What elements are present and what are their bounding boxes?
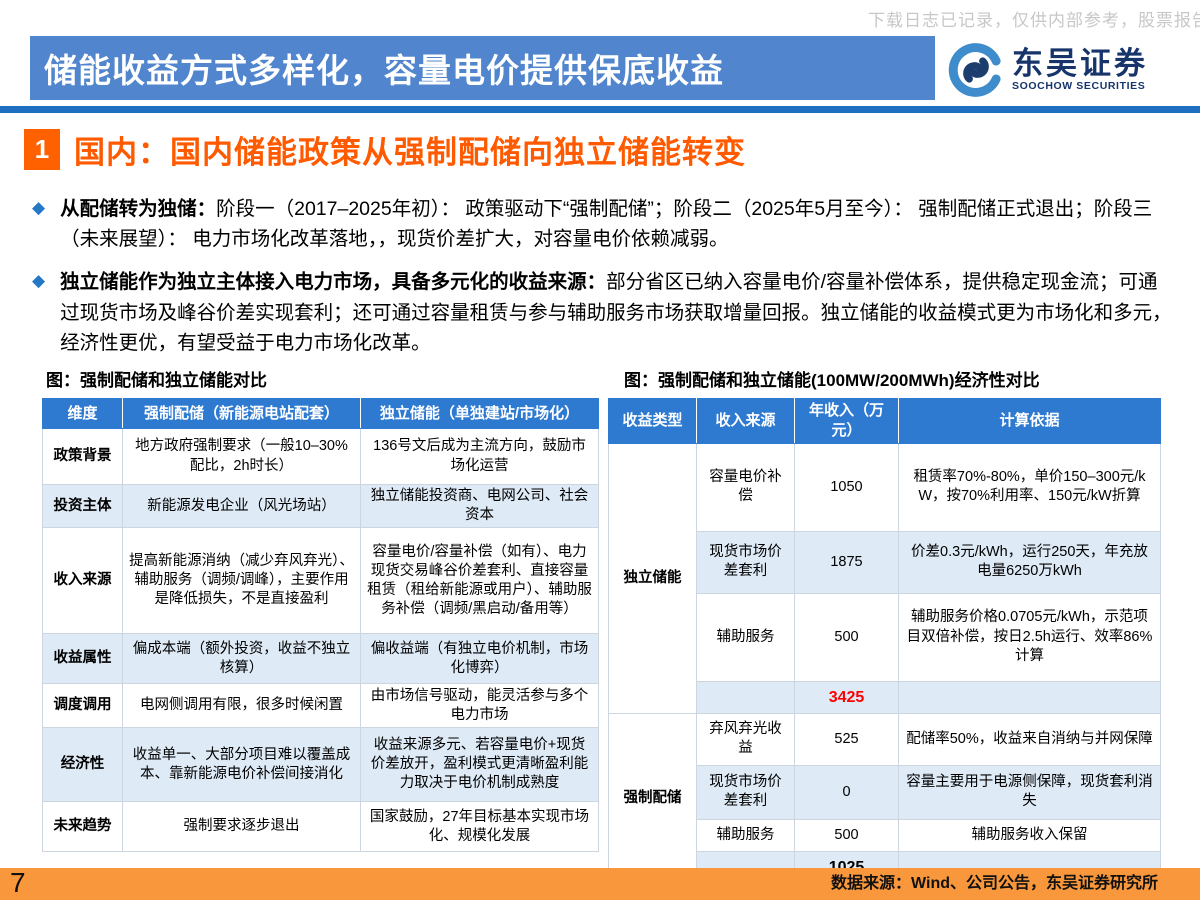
- empty-cell: [898, 680, 1161, 714]
- logo-text-block: 东吴证券 SOOCHOW SECURITIES: [1012, 45, 1148, 93]
- cell: 现货市场价差套利: [696, 764, 795, 820]
- bullet-lead: 从配储转为独储：: [60, 198, 217, 220]
- table-row: 收入来源 提高新能源消纳（减少弃风弃光）、辅助服务（调频/调峰），主要作用是降低…: [42, 527, 599, 635]
- cell: 容量电价补偿: [696, 442, 795, 532]
- cell: 由市场信号驱动，能灵活参与多个电力市场: [360, 683, 599, 729]
- column-header: 年收入（万元）: [794, 398, 899, 444]
- table-header-row: 收益类型 收入来源 年收入（万元） 计算依据: [608, 398, 1161, 444]
- watermark-text: 下载日志已记录，仅供内部参考，股票报告网: [868, 11, 1200, 30]
- page-number: 7: [10, 867, 26, 898]
- cell: 新能源发电企业（风光场站）: [122, 483, 361, 529]
- table-row: 强制配储 弃风弃光收益 525 配储率50%，收益来自消纳与并网保障: [608, 712, 1161, 884]
- table-row: 现货市场价差套利 1875 价差0.3元/kWh，运行250天，年充放电量625…: [609, 530, 1161, 594]
- column-header: 收益类型: [608, 398, 697, 444]
- cell: 电网侧调用有限，很多时候闲置: [122, 683, 361, 729]
- comparison-table: 维度 强制配储（新能源电站配套） 独立储能（单独建站/市场化） 政策背景 地方政…: [42, 398, 599, 853]
- diamond-bullet-icon: ◆: [32, 271, 46, 291]
- cell: 现货市场价差套利: [696, 530, 795, 594]
- bullet-text: 独立储能作为独立主体接入电力市场，具备多元化的收益来源：部分省区已纳入容量电价/…: [60, 267, 1174, 358]
- cell: 136号文后成为主流方向，鼓励市场化运营: [360, 428, 599, 485]
- row-label: 调度调用: [42, 683, 123, 729]
- table-row: 收益属性 偏成本端（额外投资，收益不独立核算） 偏收益端（有独立电价机制，市场化…: [42, 633, 599, 685]
- cell: 价差0.3元/kWh，运行250天，年充放电量6250万kWh: [898, 530, 1161, 594]
- cell: 辅助服务价格0.0705元/kWh，示范项目双倍补偿，按日2.5h运行、效率86…: [898, 592, 1161, 682]
- slide-header-title: 储能收益方式多样化，容量电价提供保底收益: [44, 52, 724, 89]
- cell: 500: [794, 592, 899, 682]
- cell: 配储率50%，收益来自消纳与并网保障: [898, 712, 1161, 766]
- table-header-row: 维度 强制配储（新能源电站配套） 独立储能（单独建站/市场化）: [42, 398, 599, 429]
- bullet-body: 阶段一（2017–2025年初）： 政策驱动下“强制配储”；阶段二（2025年5…: [60, 198, 1153, 251]
- table-row: 辅助服务 500 辅助服务收入保留: [609, 818, 1161, 852]
- bullet-lead: 独立储能作为独立主体接入电力市场，具备多元化的收益来源：: [60, 271, 607, 294]
- right-table-title: 图：强制配储和独立储能(100MW/200MWh)经济性对比: [624, 371, 1040, 390]
- soochow-logo-icon: [948, 42, 1004, 98]
- table-row: 调度调用 电网侧调用有限，很多时候闲置 由市场信号驱动，能灵活参与多个电力市场: [42, 683, 599, 729]
- bullet-text: 从配储转为独储：阶段一（2017–2025年初）： 政策驱动下“强制配储”；阶段…: [60, 194, 1174, 254]
- data-source-text: 数据来源：Wind、公司公告，东吴证券研究所: [831, 875, 1158, 892]
- cell: 辅助服务: [696, 818, 795, 852]
- left-table-title: 图：强制配储和独立储能对比: [46, 371, 267, 390]
- cell: 独立储能投资商、电网公司、社会资本: [360, 483, 599, 529]
- cell: 收益来源多元、若容量电价+现货价差放开，盈利模式更清晰盈利能力取决于电价机制成熟…: [360, 727, 599, 803]
- cell: 525: [794, 712, 899, 766]
- cell: 地方政府强制要求（一般10–30%配比，2h时长）: [122, 428, 361, 485]
- company-logo: 东吴证券 SOOCHOW SECURITIES: [948, 40, 1148, 100]
- logo-name-cn: 东吴证券: [1012, 45, 1148, 81]
- bullet-item: ◆ 从配储转为独储：阶段一（2017–2025年初）： 政策驱动下“强制配储”；…: [32, 194, 1174, 254]
- row-label: 未来趋势: [42, 801, 123, 853]
- cell: 容量电价/容量补偿（如有）、电力现货交易峰谷价差套利、直接容量租赁（租给新能源或…: [360, 527, 599, 635]
- bullet-item: ◆ 独立储能作为独立主体接入电力市场，具备多元化的收益来源：部分省区已纳入容量电…: [32, 267, 1174, 358]
- cell: 0: [794, 764, 899, 820]
- row-label: 收入来源: [42, 527, 123, 635]
- table-row: 未来趋势 强制要求逐步退出 国家鼓励，27年目标基本实现市场化、规模化发展: [42, 801, 599, 853]
- row-label: 经济性: [42, 727, 123, 803]
- cell: 租赁率70%-80%，单价150–300元/kW，按70%利用率、150元/kW…: [898, 442, 1161, 532]
- group-total: 3425: [794, 680, 899, 714]
- cell: 收益单一、大部分项目难以覆盖成本、靠新能源电价补偿间接消化: [122, 727, 361, 803]
- row-label: 收益属性: [42, 633, 123, 685]
- cell: 提高新能源消纳（减少弃风弃光）、辅助服务（调频/调峰），主要作用是降低损失，不是…: [122, 527, 361, 635]
- row-label: 政策背景: [42, 428, 123, 485]
- column-header: 强制配储（新能源电站配套）: [122, 398, 361, 429]
- table-row: 经济性 收益单一、大部分项目难以覆盖成本、靠新能源电价补偿间接消化 收益来源多元…: [42, 727, 599, 803]
- economics-table: 收益类型 收入来源 年收入（万元） 计算依据 独立储能 容量电价补偿 1050 …: [608, 398, 1161, 884]
- section-number-badge: 1: [24, 129, 60, 170]
- cell: 国家鼓励，27年目标基本实现市场化、规模化发展: [360, 801, 599, 853]
- table-row: 独立储能 容量电价补偿 1050 租赁率70%-80%，单价150–300元/k…: [608, 442, 1161, 714]
- table-row: 政策背景 地方政府强制要求（一般10–30%配比，2h时长） 136号文后成为主…: [42, 428, 599, 485]
- column-header: 独立储能（单独建站/市场化）: [360, 398, 599, 429]
- cell: 偏成本端（额外投资，收益不独立核算）: [122, 633, 361, 685]
- column-header: 维度: [42, 398, 123, 429]
- cell: 1050: [794, 442, 899, 532]
- table-row: 辅助服务 500 辅助服务价格0.0705元/kWh，示范项目双倍补偿，按日2.…: [609, 592, 1161, 682]
- column-header: 收入来源: [696, 398, 795, 444]
- logo-name-en: SOOCHOW SECURITIES: [1012, 80, 1146, 93]
- cell: 1875: [794, 530, 899, 594]
- section-title: 国内：国内储能政策从强制配储向独立储能转变: [74, 135, 746, 170]
- empty-cell: [696, 680, 795, 714]
- group-label: 强制配储: [608, 712, 697, 884]
- table-row: 投资主体 新能源发电企业（风光场站） 独立储能投资商、电网公司、社会资本: [42, 483, 599, 529]
- slide-header-bar: 储能收益方式多样化，容量电价提供保底收益: [30, 36, 935, 100]
- cell: 强制要求逐步退出: [122, 801, 361, 853]
- group-label: 独立储能: [608, 442, 697, 714]
- cell: 500: [794, 818, 899, 852]
- column-header: 计算依据: [898, 398, 1161, 444]
- cell: 辅助服务收入保留: [898, 818, 1161, 852]
- cell: 弃风弃光收益: [696, 712, 795, 766]
- cell: 偏收益端（有独立电价机制，市场化博弈）: [360, 633, 599, 685]
- bullet-list: ◆ 从配储转为独储：阶段一（2017–2025年初）： 政策驱动下“强制配储”；…: [32, 194, 1174, 371]
- section-heading: 1 国内：国内储能政策从强制配储向独立储能转变: [24, 127, 746, 172]
- footer-bar: 7 数据来源：Wind、公司公告，东吴证券研究所: [0, 868, 1200, 900]
- cell: 辅助服务: [696, 592, 795, 682]
- row-label: 投资主体: [42, 483, 123, 529]
- diamond-bullet-icon: ◆: [32, 198, 46, 217]
- bullet-body: 部分省区已纳入容量电价/容量补偿体系，提供稳定现金流；可通过现货市场及峰谷价差实…: [60, 271, 1172, 354]
- cell: 容量主要用于电源侧保障，现货套利消失: [898, 764, 1161, 820]
- header-divider-line: [0, 106, 1200, 113]
